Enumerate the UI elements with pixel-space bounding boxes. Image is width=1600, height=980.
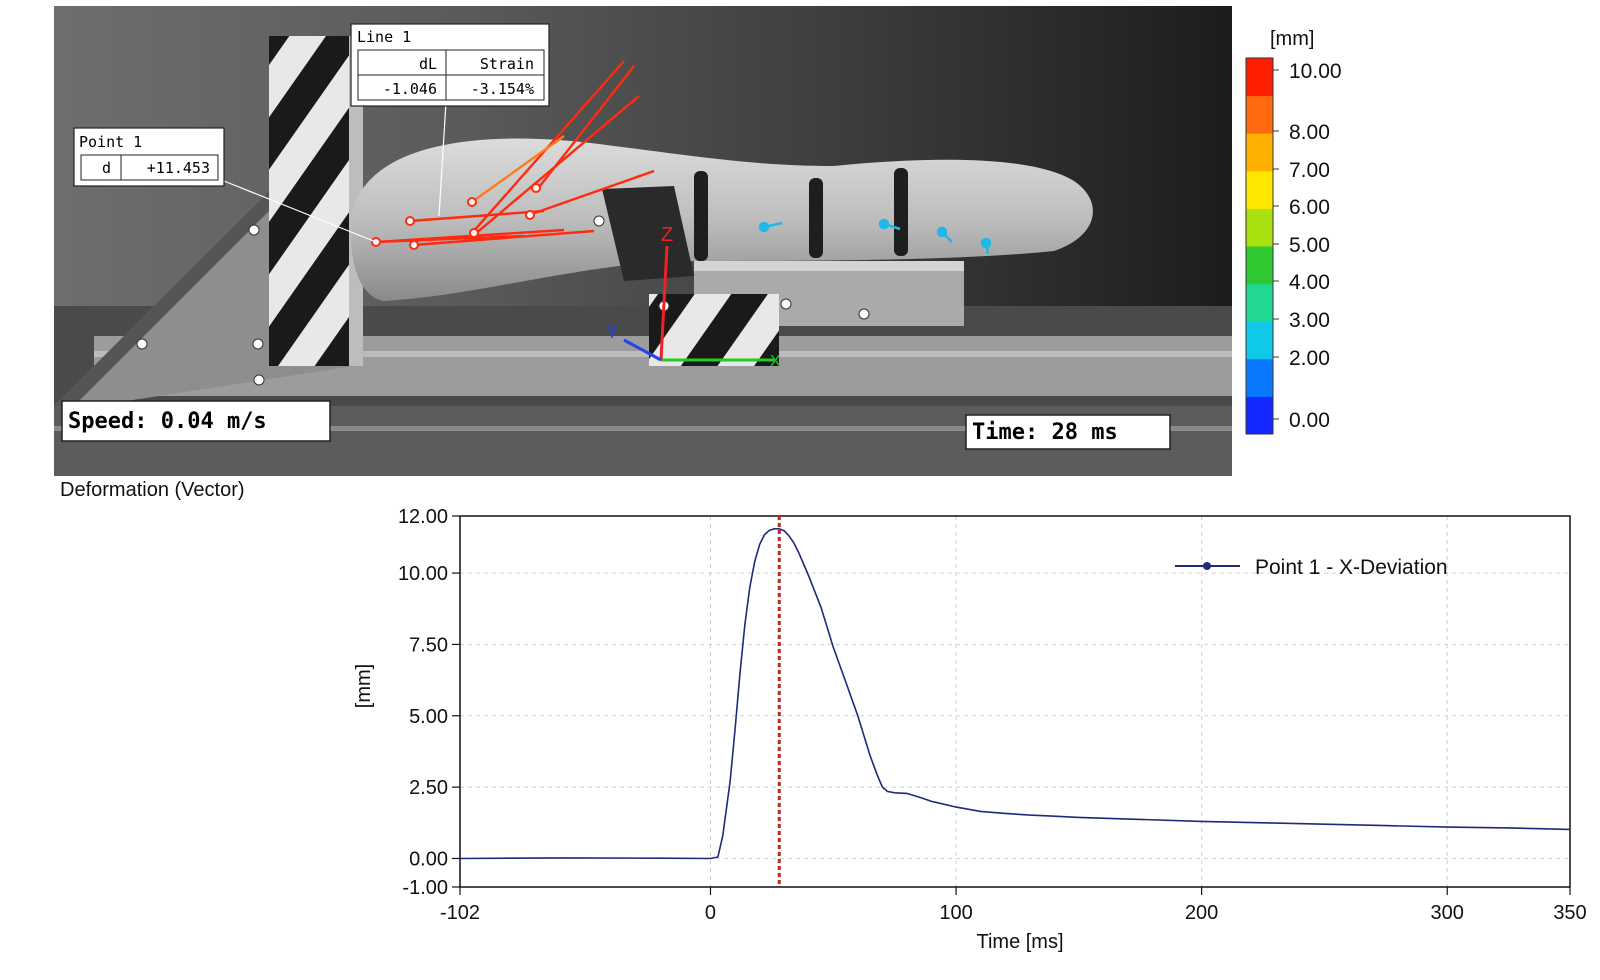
plot-frame (459, 515, 1571, 888)
impactor-block (602, 186, 694, 281)
svg-text:Speed: 0.04 m/s: Speed: 0.04 m/s (68, 409, 267, 434)
color-scale-band (1246, 358, 1273, 397)
color-scale-tick-label: 5.00 (1289, 234, 1330, 257)
x-tick-label: 350 (1553, 902, 1586, 924)
small-vectors (758, 218, 992, 255)
axis-label-z: Z (661, 224, 673, 246)
color-scale-band (1246, 95, 1273, 134)
legend-label: Point 1 - X-Deviation (1255, 556, 1448, 579)
color-scale-unit: [mm] (1270, 28, 1314, 50)
y-axis-label: [mm] (353, 664, 375, 708)
color-scale-band (1246, 396, 1273, 435)
color-scale-band (1246, 170, 1273, 209)
color-scale-band (1246, 133, 1273, 172)
x-tick-label: -102 (440, 902, 480, 924)
vector-origins (371, 183, 541, 250)
line-1-header-dl: dL (419, 55, 437, 73)
striped-plate-center (649, 294, 779, 366)
color-scale-tick-label: 10.00 (1289, 60, 1342, 83)
series-line-point-1-x-deviation (459, 528, 1571, 860)
color-scale-tick-label: 8.00 (1289, 121, 1330, 144)
legend-marker (1203, 562, 1211, 570)
y-tick-label: -1.00 (402, 877, 448, 899)
color-scale-tick-label: 4.00 (1289, 271, 1330, 294)
speed-label: Speed: 0.04 m/s (61, 400, 331, 442)
color-scale-band (1246, 58, 1273, 97)
x-axis-label: Time [ms] (976, 931, 1063, 953)
x-axis-ticks: -102 0 100 200 300 350 (440, 887, 1587, 924)
axis-label-x: X (770, 353, 781, 370)
striped-plate-left (269, 36, 349, 366)
color-scale: [mm] 10.00 8.00 7.00 6.00 5.00 4.00 3.00 2.00 0.… (1245, 28, 1342, 435)
y-axis-ticks: 12.00 10.00 7.50 5.00 2.50 0.00 -1.00 (398, 506, 460, 899)
x-tick-label: 100 (939, 902, 972, 924)
x-tick-label: 0 (705, 902, 716, 924)
y-tick-label: 10.00 (398, 563, 448, 585)
color-scale-tick-label: 0.00 (1289, 409, 1330, 432)
line-1-title: Line 1 (357, 28, 411, 46)
color-scale-band (1246, 283, 1273, 322)
color-scale-ticks: 10.00 8.00 7.00 6.00 5.00 4.00 3.00 2.00 0.00 (1273, 60, 1342, 432)
leader-line-1 (438, 101, 447, 217)
color-scale-band (1246, 321, 1273, 360)
svg-text:Time: 28 ms: Time: 28 ms (972, 420, 1118, 445)
color-scale-tick-label: 3.00 (1289, 309, 1330, 332)
color-scale-tick-label: 7.00 (1289, 159, 1330, 182)
coordinate-axes: X Z Y (606, 224, 781, 370)
camera-image: X Z Y Line 1 dL Strain -1.046 -3.154% Po… (54, 6, 1232, 476)
x-tick-label: 200 (1185, 902, 1218, 924)
color-scale-tick-label: 6.00 (1289, 196, 1330, 219)
x-tick-label: 300 (1431, 902, 1464, 924)
y-tick-label: 2.50 (409, 777, 448, 799)
y-tick-label: 12.00 (398, 506, 448, 528)
y-tick-label: 7.50 (409, 634, 448, 656)
point-1-label: d (102, 159, 111, 177)
color-scale-band (1246, 246, 1273, 285)
line-1-value-dl: -1.046 (383, 80, 437, 98)
leader-line-2 (223, 180, 377, 243)
line-1-callout: Line 1 dL Strain -1.046 -3.154% (350, 23, 550, 107)
color-scale-bar (1245, 57, 1274, 435)
y-tick-label: 0.00 (409, 848, 448, 870)
time-label: Time: 28 ms (965, 414, 1171, 450)
point-1-value: +11.453 (147, 159, 210, 177)
point-1-callout: Point 1 d +11.453 (73, 127, 225, 187)
y-tick-label: 5.00 (409, 706, 448, 728)
axis-label-y: Y (606, 322, 618, 342)
line-1-value-strain: -3.154% (471, 80, 534, 98)
color-scale-tick-label: 2.00 (1289, 347, 1330, 370)
panel-title: Deformation (Vector) (60, 479, 245, 501)
deformation-chart: Deformation (Vector) 12.00 10.00 7.50 5.00 2… (60, 479, 1587, 953)
legend: Point 1 - X-Deviation (1175, 556, 1448, 579)
color-scale-border (1245, 57, 1274, 435)
color-scale-band (1246, 208, 1273, 247)
point-1-title: Point 1 (79, 133, 142, 151)
strain-vectors (375, 60, 655, 247)
line-1-header-strain: Strain (480, 55, 534, 73)
